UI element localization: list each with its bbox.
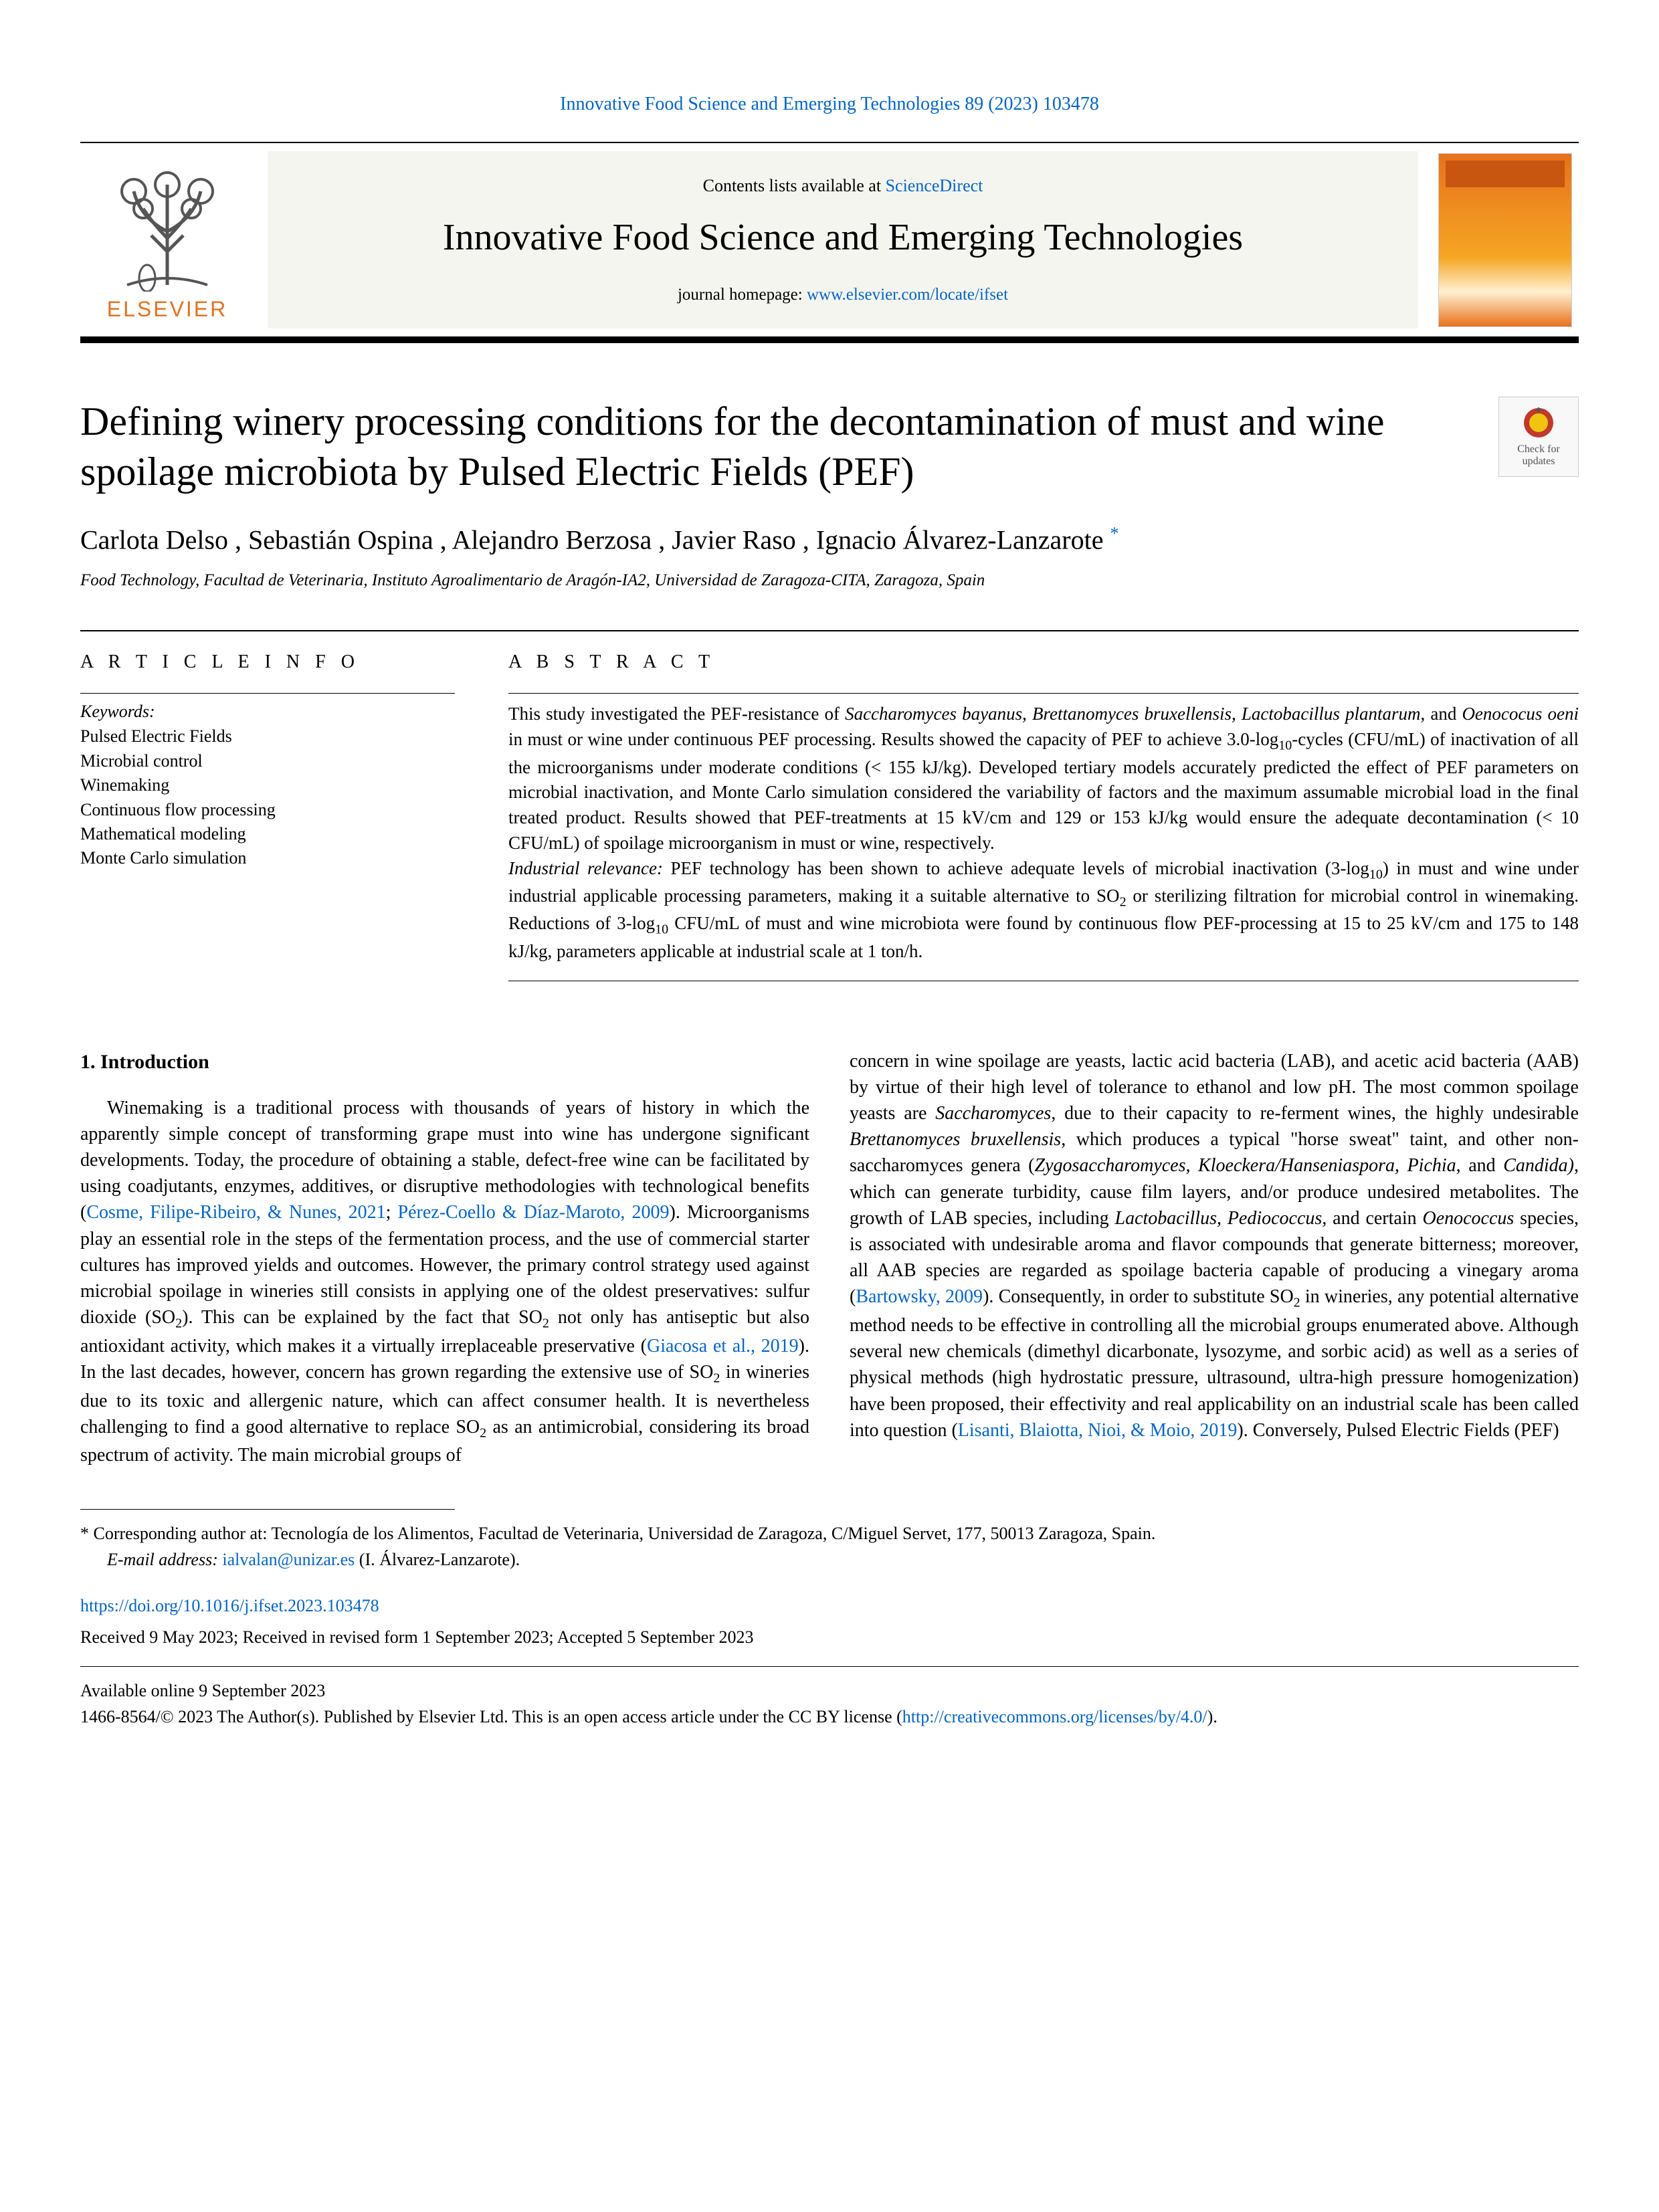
- abstract-text: This study investigated the PEF-resistan…: [508, 702, 1579, 964]
- affiliation: Food Technology, Facultad de Veterinaria…: [80, 571, 1579, 590]
- available-line: Available online 9 September 2023: [80, 1678, 1579, 1704]
- copyright-line: 1466-8564/© 2023 The Author(s). Publishe…: [80, 1704, 1579, 1730]
- intro-para: Winemaking is a traditional process with…: [80, 1095, 809, 1469]
- received-line: Received 9 May 2023; Received in revised…: [80, 1624, 1579, 1650]
- intro-para-cont: concern in wine spoilage are yeasts, lac…: [850, 1048, 1579, 1443]
- corresponding-marker[interactable]: *: [1110, 524, 1118, 543]
- contents-prefix: Contents lists available at: [703, 176, 886, 195]
- footer-sep-2: [80, 1666, 1579, 1667]
- elsevier-wordmark: ELSEVIER: [107, 297, 228, 322]
- ref-link[interactable]: Cosme, Filipe-Ribeiro, & Nunes, 2021: [86, 1202, 385, 1223]
- intro-heading: 1. Introduction: [80, 1048, 809, 1076]
- cover-image: [1438, 153, 1572, 327]
- authors: Carlota Delso , Sebastián Ospina , Aleja…: [80, 524, 1579, 555]
- footer: * Corresponding author at: Tecnología de…: [80, 1520, 1579, 1730]
- elsevier-logo[interactable]: ELSEVIER: [80, 151, 268, 328]
- ref-link[interactable]: Lisanti, Blaiotta, Nioi, & Moio, 2019: [958, 1420, 1238, 1441]
- doi-link[interactable]: https://doi.org/10.1016/j.ifset.2023.103…: [80, 1593, 1579, 1619]
- corresponding-author: * Corresponding author at: Tecnología de…: [80, 1520, 1579, 1546]
- sciencedirect-link[interactable]: ScienceDirect: [886, 176, 983, 195]
- journal-banner: ELSEVIER Contents lists available at Sci…: [80, 151, 1579, 328]
- abstract: A B S T R A C T This study investigated …: [508, 651, 1579, 981]
- check-updates-badge[interactable]: Check for updates: [1498, 397, 1579, 477]
- footer-sep: [80, 1509, 455, 1510]
- body-columns: 1. Introduction Winemaking is a traditio…: [80, 1048, 1579, 1469]
- keywords-label: Keywords:: [80, 702, 455, 722]
- body-col-right: concern in wine spoilage are yeasts, lac…: [850, 1048, 1579, 1469]
- article-info: A R T I C L E I N F O Keywords: Pulsed E…: [80, 651, 455, 981]
- title-row: Defining winery processing conditions fo…: [80, 397, 1579, 497]
- body-col-left: 1. Introduction Winemaking is a traditio…: [80, 1048, 809, 1469]
- abstract-divider-top: [508, 693, 1579, 694]
- info-abstract-row: A R T I C L E I N F O Keywords: Pulsed E…: [80, 630, 1579, 981]
- check-updates-icon: [1522, 406, 1555, 439]
- check-updates-text1: Check for: [1517, 443, 1560, 456]
- keywords-list: Pulsed Electric Fields Microbial control…: [80, 724, 455, 870]
- contents-available: Contents lists available at ScienceDirec…: [703, 176, 983, 196]
- citation-link[interactable]: Innovative Food Science and Emerging Tec…: [560, 94, 1099, 114]
- authors-list: Carlota Delso , Sebastián Ospina , Aleja…: [80, 524, 1110, 555]
- elsevier-tree-icon: [94, 158, 241, 292]
- header-citation: Innovative Food Science and Emerging Tec…: [80, 94, 1579, 115]
- journal-cover[interactable]: [1432, 151, 1579, 328]
- homepage-prefix: journal homepage:: [678, 286, 807, 304]
- check-updates-text2: updates: [1523, 456, 1555, 468]
- rule-top: [80, 142, 1579, 143]
- ref-link[interactable]: Giacosa et al., 2019: [647, 1336, 799, 1356]
- info-divider: [80, 693, 455, 694]
- homepage-link[interactable]: www.elsevier.com/locate/ifset: [807, 286, 1008, 304]
- ref-link[interactable]: Pérez-Coello & Díaz-Maroto, 2009: [398, 1202, 670, 1223]
- ref-link[interactable]: Bartowsky, 2009: [856, 1286, 983, 1307]
- email-line: E-mail address: ialvalan@unizar.es (I. Á…: [80, 1546, 1579, 1573]
- license-link[interactable]: http://creativecommons.org/licenses/by/4…: [902, 1707, 1207, 1726]
- email-link[interactable]: ialvalan@unizar.es: [222, 1550, 355, 1569]
- abstract-head: A B S T R A C T: [508, 651, 1579, 673]
- homepage-line: journal homepage: www.elsevier.com/locat…: [678, 286, 1008, 304]
- banner-center: Contents lists available at ScienceDirec…: [268, 151, 1418, 328]
- journal-name: Innovative Food Science and Emerging Tec…: [443, 216, 1243, 259]
- rule-thick: [80, 336, 1579, 343]
- article-title: Defining winery processing conditions fo…: [80, 397, 1498, 497]
- article-info-head: A R T I C L E I N F O: [80, 651, 455, 673]
